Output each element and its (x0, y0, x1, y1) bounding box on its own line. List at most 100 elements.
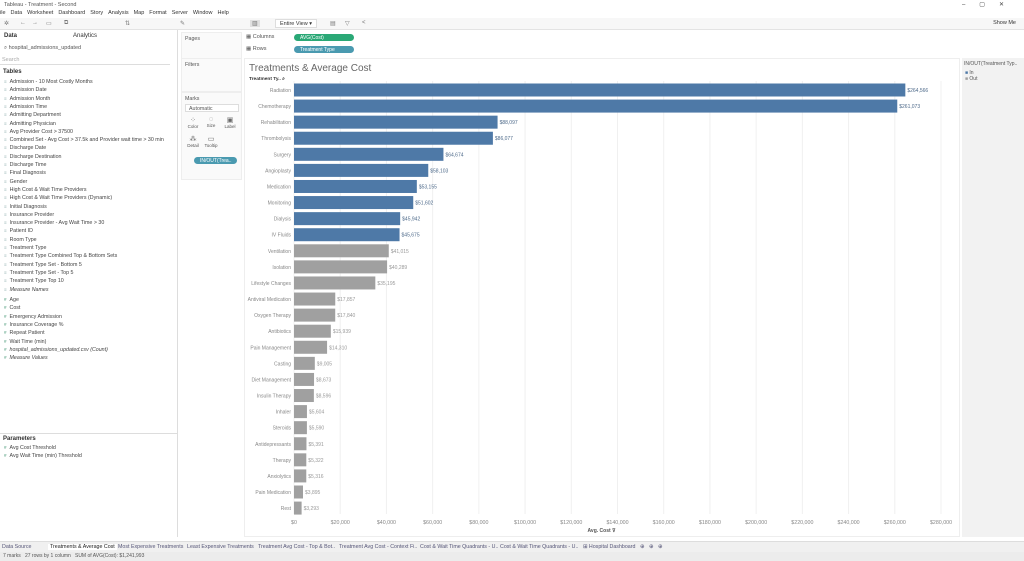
menu-item[interactable]: Server (171, 10, 188, 16)
category-label[interactable]: Therapy (273, 458, 292, 464)
measure-field[interactable]: # Cost (4, 305, 20, 313)
category-label[interactable]: Lifestyle Changes (251, 281, 291, 287)
bar[interactable] (294, 212, 401, 226)
sheet-tab[interactable]: Most Expensive Treatments (118, 544, 184, 550)
category-label[interactable]: Ventilation (268, 249, 291, 255)
parameter-field[interactable]: # Avg Cost Threshold (4, 445, 56, 453)
category-label[interactable]: Radiation (270, 88, 291, 94)
tab-analytics[interactable]: Analytics (73, 33, 98, 39)
color-pill[interactable]: IN/OUT(Trea.. (194, 157, 238, 164)
category-label[interactable]: Antidepressants (255, 442, 291, 448)
dimension-field[interactable]: ≡ Discharge Destination (4, 154, 61, 162)
dimension-field[interactable]: ≡ Treatment Type (4, 245, 46, 253)
fit-dropdown[interactable]: Entire View ▾ (275, 19, 317, 28)
bar[interactable] (294, 421, 307, 435)
menu-item[interactable]: Story (90, 10, 104, 16)
tooltip-button[interactable]: ▭ Tooltip (203, 135, 219, 152)
category-label[interactable]: Rest (281, 506, 292, 512)
measure-field[interactable]: # Wait Time (min) (4, 339, 46, 347)
tableau-logo-icon[interactable]: ✲ (4, 21, 10, 27)
search-input[interactable]: Search (0, 57, 170, 65)
category-label[interactable]: Antiviral Medication (248, 297, 292, 303)
bar[interactable] (294, 196, 414, 210)
sheet-tab[interactable]: Treatment Avg Cost - Top & Bot.. (258, 544, 336, 550)
pages-card[interactable]: Pages (181, 32, 242, 62)
dimension-field[interactable]: ≡ Gender (4, 179, 27, 187)
menu-item[interactable]: Worksheet (27, 10, 54, 16)
category-label[interactable]: Pain Management (250, 345, 291, 351)
category-label[interactable]: Dialysis (274, 217, 292, 223)
bar[interactable] (294, 244, 389, 258)
dimension-field[interactable]: ≡ Combined Set - Avg Cost > 37.5k and Pro… (4, 137, 164, 145)
filters-card[interactable]: Filters (181, 58, 242, 92)
columns-pill[interactable]: AVG(Cost) (294, 34, 354, 41)
mark-type-dropdown[interactable]: Automatic (185, 104, 239, 112)
category-label[interactable]: Surgery (273, 152, 291, 158)
save-icon[interactable]: ▭ (46, 21, 52, 27)
category-label[interactable]: Diet Management (252, 377, 292, 383)
dimension-field[interactable]: ≡ Patient ID (4, 228, 33, 236)
measure-field[interactable]: # Emergency Admission (4, 314, 62, 322)
measure-field[interactable]: # Age (4, 297, 19, 305)
show-me-button[interactable]: Show Me (993, 20, 1016, 26)
dimension-field[interactable]: ≡ Discharge Date (4, 145, 46, 153)
dimension-field[interactable]: ≡ Admission Month (4, 96, 50, 104)
color-button[interactable]: ⁘ Color (185, 116, 201, 133)
category-label[interactable]: Angioplasty (265, 168, 291, 174)
dimension-field[interactable]: ≡ Measure Names (4, 287, 49, 295)
measure-field[interactable]: # Repeat Patient (4, 330, 45, 338)
filter-icon[interactable]: ▽ (345, 21, 350, 27)
category-label[interactable]: Monitoring (268, 201, 292, 207)
dimension-field[interactable]: ≡ High Cost & Wait Time Providers (4, 187, 87, 195)
bar[interactable] (294, 131, 493, 145)
bar[interactable] (294, 276, 376, 290)
row-header[interactable]: Treatment Ty.. ⌕ (249, 77, 285, 82)
bar[interactable] (294, 324, 331, 338)
dimension-field[interactable]: ≡ Avg Provider Cost > 37500 (4, 129, 73, 137)
legend-item-in[interactable]: ■ In (962, 70, 1024, 76)
category-label[interactable]: Rehabilitation (261, 120, 292, 126)
bar[interactable] (294, 405, 307, 419)
bar[interactable] (294, 260, 388, 274)
sheet-tab[interactable]: Cost & Wait Time Quadrants - U.. (420, 544, 499, 550)
measure-field[interactable]: # Measure Values (4, 355, 48, 363)
dimension-field[interactable]: ≡ Insurance Provider (4, 212, 54, 220)
new-story-icon[interactable]: ⊕ (658, 544, 663, 550)
bar[interactable] (294, 179, 417, 193)
new-sheet-icon[interactable]: ⧉ (64, 20, 69, 26)
legend-item-out[interactable]: ■ Out (962, 76, 1024, 82)
dimension-field[interactable]: ≡ Treatment Type Set - Top 5 (4, 270, 73, 278)
menu-item[interactable]: Format (149, 10, 167, 16)
category-label[interactable]: Medication (267, 184, 291, 190)
parameter-field[interactable]: # Avg Wait Time (min) Threshold (4, 453, 82, 461)
undo-icon[interactable]: ← (20, 20, 26, 26)
highlight-icon[interactable]: ✎ (180, 21, 186, 27)
share-icon[interactable]: < (362, 20, 366, 26)
bar[interactable] (294, 83, 906, 97)
category-label[interactable]: Chemotherapy (258, 104, 291, 110)
bar[interactable] (294, 99, 898, 113)
sheet-tab[interactable]: Cost & Wait Time Quadrants - U.. (500, 544, 579, 550)
category-label[interactable]: Steroids (273, 426, 292, 432)
category-label[interactable]: Oxygen Therapy (254, 313, 291, 319)
new-sheet-icon[interactable]: ⊕ (640, 544, 645, 550)
sheet-tab[interactable]: Treatments & Average Cost (48, 544, 117, 550)
dimension-field[interactable]: ≡ Insurance Provider - Avg Wait Time > 30 (4, 220, 104, 228)
dimension-field[interactable]: ≡ Final Diagnosis (4, 170, 46, 178)
bar[interactable] (294, 115, 498, 129)
measure-field[interactable]: # Insurance Coverage % (4, 322, 63, 330)
dimension-field[interactable]: ≡ Admitting Physician (4, 121, 56, 129)
category-label[interactable]: Thrombolysis (261, 136, 291, 142)
bar[interactable] (294, 372, 315, 386)
dimension-field[interactable]: ≡ Discharge Time (4, 162, 46, 170)
category-label[interactable]: Insulin Therapy (257, 394, 292, 400)
size-button[interactable]: ◌ Size (203, 116, 219, 133)
dimension-field[interactable]: ≡ Initial Diagnosis (4, 204, 47, 212)
category-label[interactable]: Pain Medication (255, 490, 291, 496)
bar[interactable] (294, 147, 444, 161)
menu-item[interactable]: Dashboard (58, 10, 86, 16)
new-dashboard-icon[interactable]: ⊕ (649, 544, 654, 550)
menu-item[interactable]: Analysis (108, 10, 129, 16)
tab-data[interactable]: Data (4, 33, 18, 39)
dimension-field[interactable]: ≡ Admission Time (4, 104, 47, 112)
